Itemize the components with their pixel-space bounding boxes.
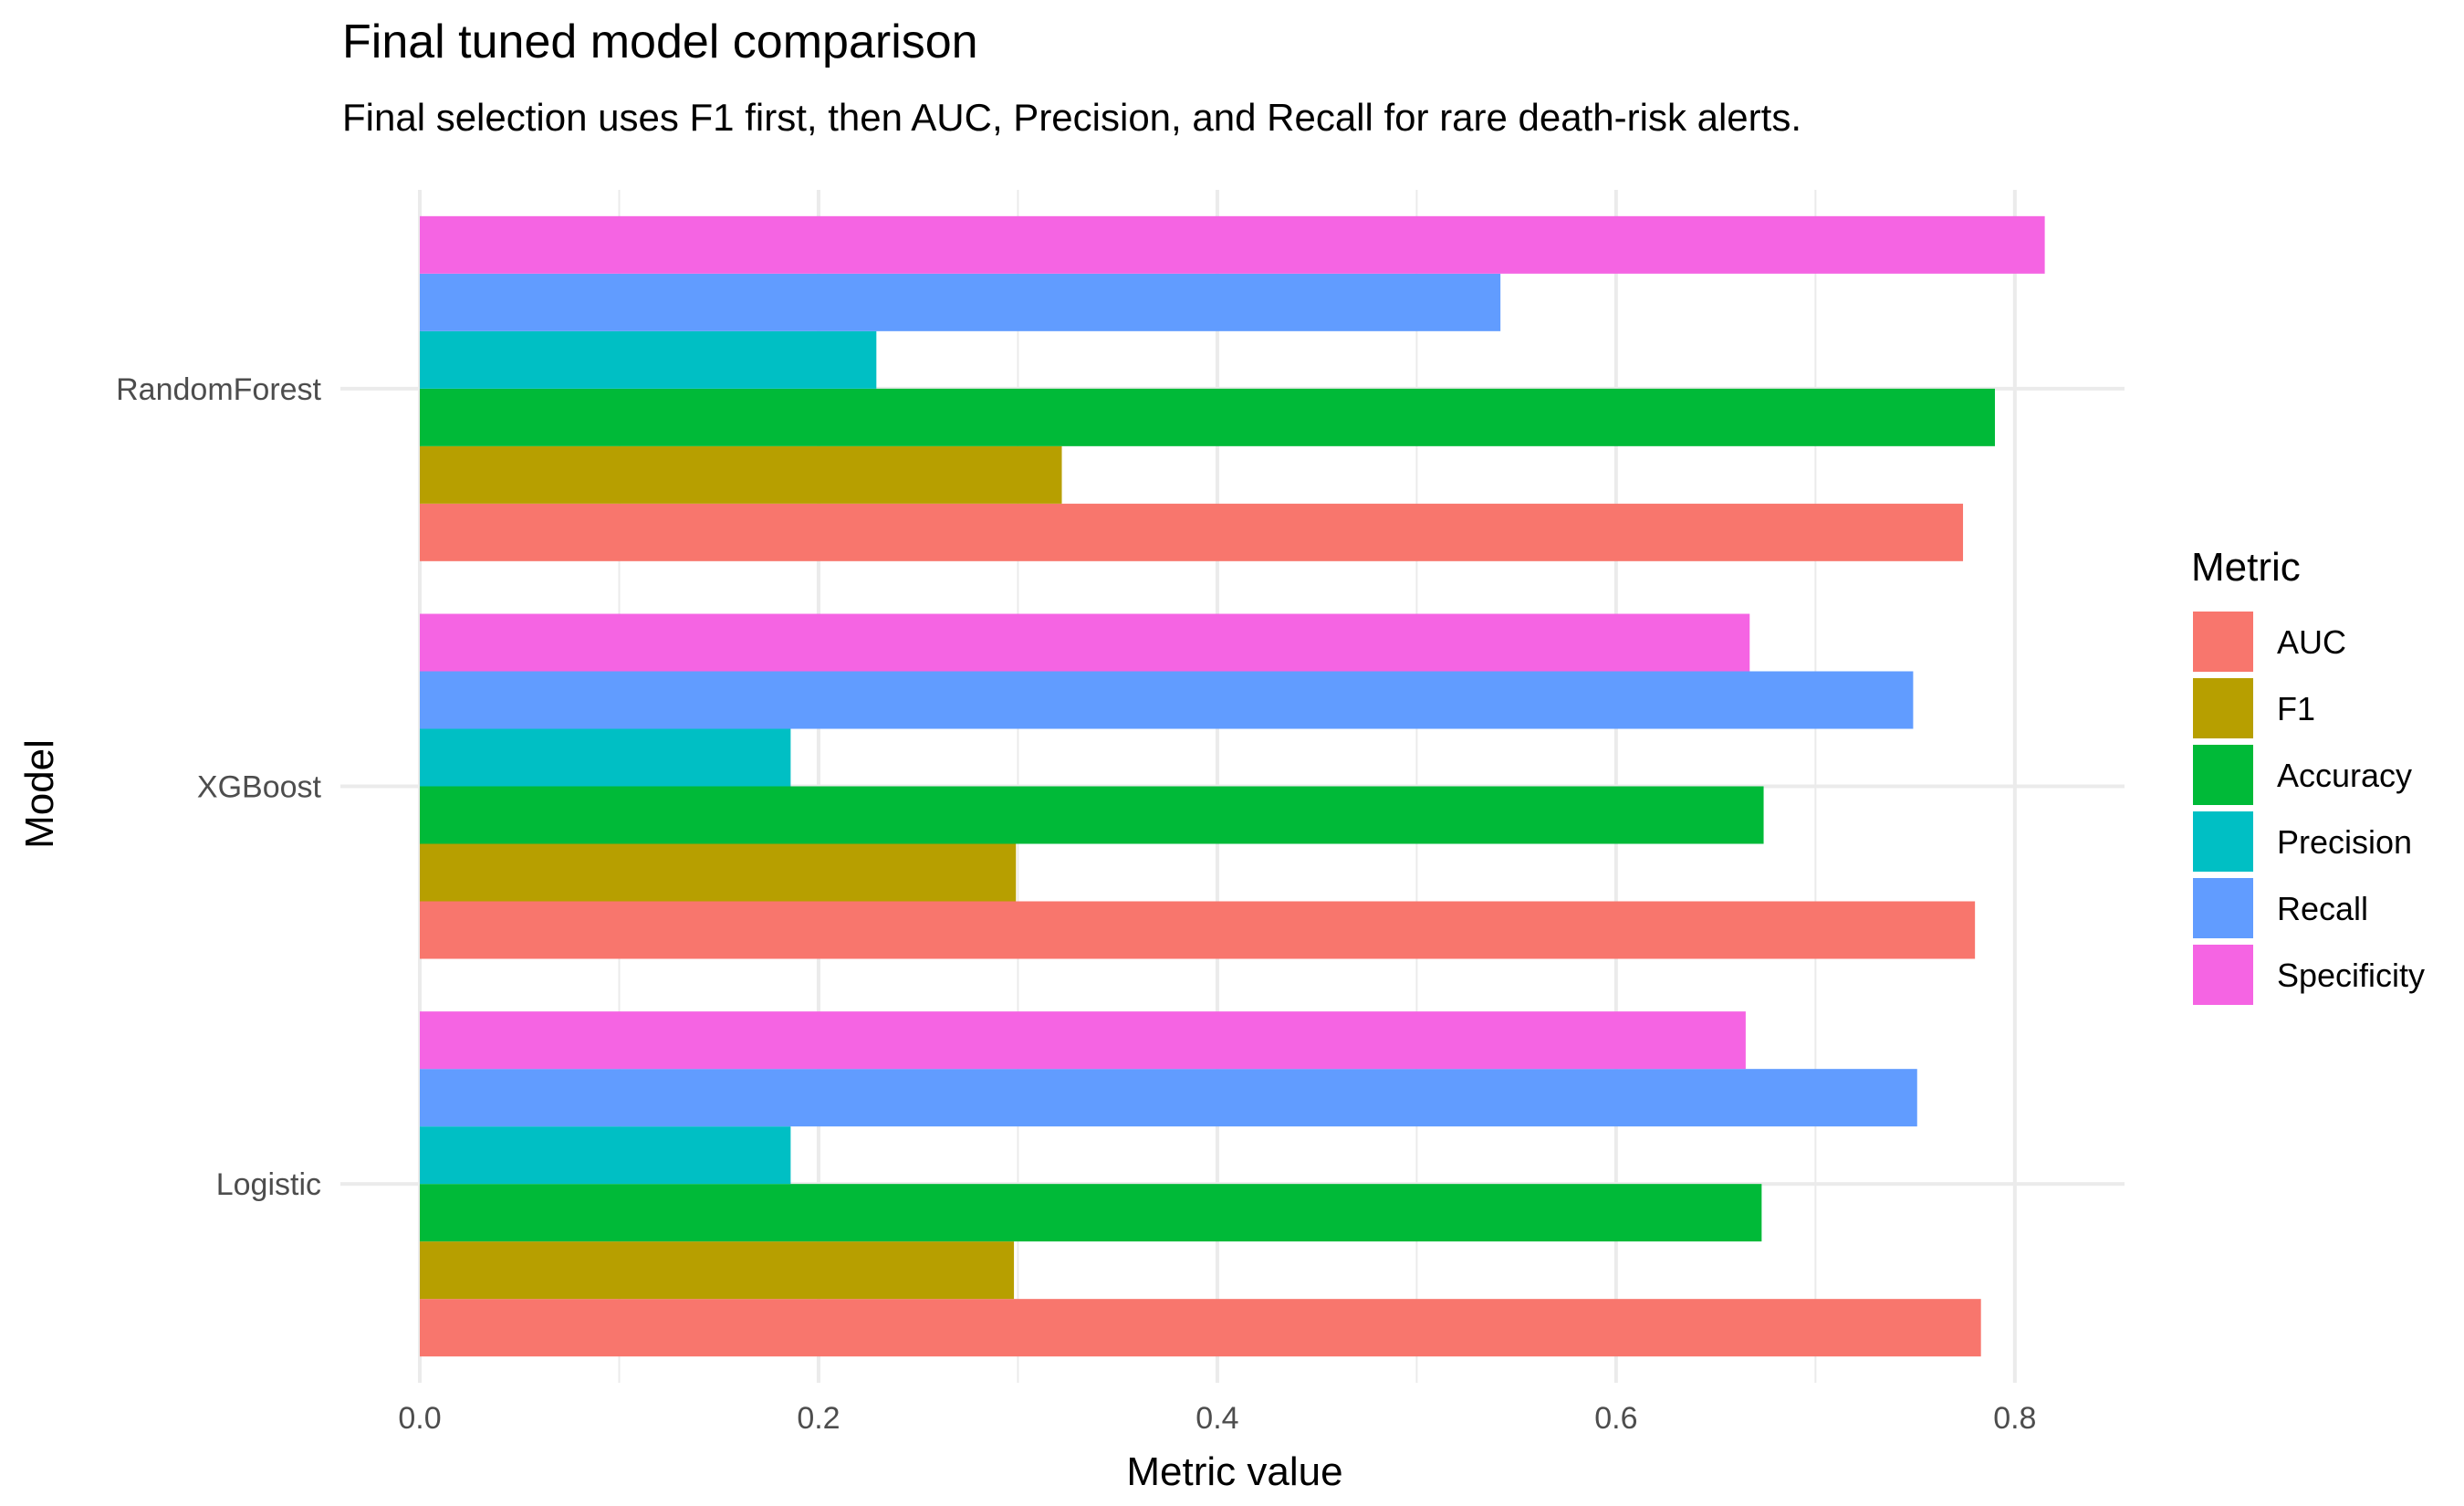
bar-logistic-f1 (420, 1241, 1015, 1300)
bar-randomforest-auc (420, 503, 1964, 561)
y-tick-label: XGBoost (197, 770, 322, 805)
legend-label-recall: Recall (2277, 890, 2368, 927)
bar-xgboost-f1 (420, 843, 1017, 902)
y-tick-label: Logistic (216, 1167, 321, 1202)
bar-xgboost-recall (420, 671, 1914, 729)
bar-randomforest-specificity (420, 215, 2045, 274)
x-axis-title: Metric value (1126, 1449, 1342, 1494)
bar-xgboost-precision (420, 728, 791, 787)
legend-swatch-precision (2193, 811, 2253, 872)
bar-logistic-auc (420, 1299, 1981, 1357)
chart-subtitle: Final selection uses F1 first, then AUC,… (342, 96, 1801, 139)
x-tick-label: 0.8 (1993, 1401, 2036, 1436)
x-tick-label: 0.0 (398, 1401, 441, 1436)
legend-swatch-accuracy (2193, 745, 2253, 805)
bar-randomforest-precision (420, 330, 877, 389)
bar-xgboost-accuracy (420, 786, 1764, 844)
bar-xgboost-specificity (420, 613, 1750, 672)
legend-swatch-auc (2193, 612, 2253, 672)
bar-randomforest-f1 (420, 445, 1062, 504)
x-tick-label: 0.4 (1195, 1401, 1238, 1436)
bar-logistic-accuracy (420, 1184, 1762, 1242)
bar-logistic-recall (420, 1069, 1917, 1127)
y-axis-title: Model (17, 739, 62, 849)
legend-label-accuracy: Accuracy (2277, 757, 2412, 794)
bar-randomforest-recall (420, 273, 1501, 331)
x-tick-label: 0.6 (1594, 1401, 1637, 1436)
legend-label-auc: AUC (2277, 623, 2346, 661)
legend: AUC F1 Accuracy Precision Recall Specificity (2193, 612, 2425, 1005)
legend-swatch-recall (2193, 878, 2253, 938)
bar-logistic-precision (420, 1126, 791, 1185)
x-tick-label: 0.2 (797, 1401, 840, 1436)
legend-label-f1: F1 (2277, 690, 2315, 727)
legend-swatch-specificity (2193, 945, 2253, 1005)
bar-logistic-specificity (420, 1011, 1746, 1070)
legend-label-specificity: Specificity (2277, 957, 2425, 994)
legend-swatch-f1 (2193, 678, 2253, 738)
bars (420, 215, 2045, 1357)
bar-randomforest-accuracy (420, 388, 1995, 446)
chart-title: Final tuned model comparison (342, 16, 978, 68)
legend-label-precision: Precision (2277, 823, 2412, 861)
tick-labels: 0.0 0.2 0.4 0.6 0.8 RandomForest XGBoost Logist… (116, 372, 2036, 1436)
bar-xgboost-auc (420, 901, 1976, 959)
legend-title: Metric (2191, 545, 2301, 590)
y-tick-label: RandomForest (116, 372, 321, 407)
